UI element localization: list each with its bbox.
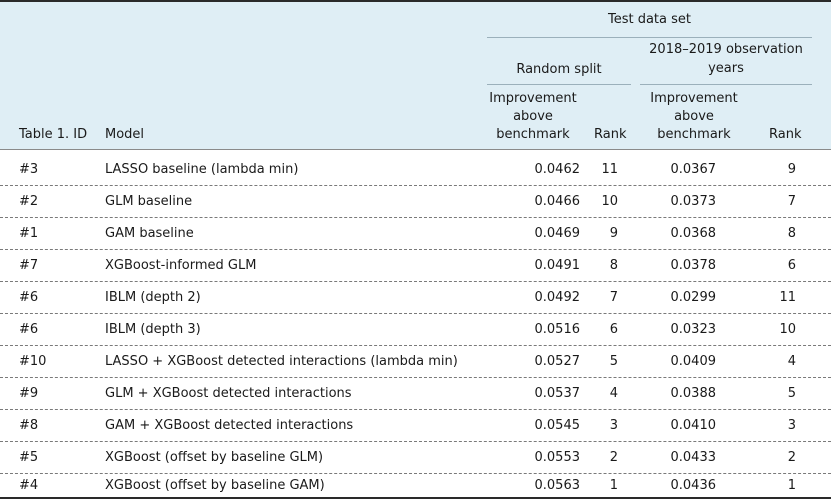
- row-id: #9: [19, 386, 39, 401]
- imp2-header-line1: Improvement: [650, 91, 738, 106]
- random-split-header: Random split: [516, 62, 602, 77]
- row-improvement-random: 0.0553: [534, 450, 581, 465]
- row-id: #8: [19, 418, 39, 433]
- row-rank-random: 3: [609, 418, 618, 433]
- row-improvement-random: 0.0466: [534, 194, 581, 209]
- row-id: #4: [19, 478, 39, 493]
- row-model: XGBoost-informed GLM: [105, 258, 257, 273]
- row-improvement-years: 0.0433: [670, 450, 717, 465]
- row-rank-years: 9: [787, 162, 796, 177]
- table-header: Test data set Random split 2018–2019 obs…: [0, 2, 831, 150]
- row-model: XGBoost (offset by baseline GLM): [105, 450, 324, 465]
- row-improvement-years: 0.0378: [670, 258, 717, 273]
- row-rank-years: 4: [787, 354, 796, 369]
- row-improvement-random: 0.0537: [534, 386, 581, 401]
- row-improvement-years: 0.0368: [670, 226, 717, 241]
- row-id: #3: [19, 162, 39, 177]
- row-rank-random: 1: [609, 478, 618, 493]
- row-rank-years: 11: [779, 290, 796, 305]
- row-rank-random: 10: [601, 194, 618, 209]
- row-improvement-years: 0.0436: [670, 478, 717, 493]
- row-model: IBLM (depth 3): [105, 322, 201, 337]
- row-improvement-years: 0.0410: [670, 418, 717, 433]
- row-improvement-random: 0.0492: [534, 290, 581, 305]
- id-header: Table 1. ID: [19, 127, 88, 142]
- row-improvement-years: 0.0373: [670, 194, 717, 209]
- row-improvement-years: 0.0323: [670, 322, 717, 337]
- table-row: #5 XGBoost (offset by baseline GLM) 0.05…: [0, 442, 831, 474]
- row-improvement-random: 0.0516: [534, 322, 581, 337]
- row-model: LASSO baseline (lambda min): [105, 162, 299, 177]
- row-model: XGBoost (offset by baseline GAM): [105, 478, 325, 493]
- row-rank-random: 8: [609, 258, 618, 273]
- row-improvement-random: 0.0545: [534, 418, 581, 433]
- row-improvement-years: 0.0388: [670, 386, 717, 401]
- row-improvement-years: 0.0299: [670, 290, 717, 305]
- table-row: #9 GLM + XGBoost detected interactions 0…: [0, 378, 831, 410]
- table-row: #7 XGBoost-informed GLM 0.0491 8 0.0378 …: [0, 250, 831, 282]
- model-header: Model: [105, 127, 145, 142]
- table-row: #6 IBLM (depth 2) 0.0492 7 0.0299 11: [0, 282, 831, 314]
- imp1-header-line1: Improvement: [489, 91, 577, 106]
- row-rank-years: 2: [787, 450, 796, 465]
- row-rank-random: 7: [609, 290, 618, 305]
- row-rank-years: 10: [779, 322, 796, 337]
- row-model: GAM + XGBoost detected interactions: [105, 418, 354, 433]
- row-id: #5: [19, 450, 39, 465]
- row-model: LASSO + XGBoost detected interactions (l…: [105, 354, 458, 369]
- table-row: #4 XGBoost (offset by baseline GAM) 0.05…: [0, 474, 831, 499]
- years-rule: [640, 84, 812, 85]
- row-improvement-years: 0.0409: [670, 354, 717, 369]
- row-rank-random: 9: [609, 226, 618, 241]
- table-row: #2 GLM baseline 0.0466 10 0.0373 7: [0, 186, 831, 218]
- table-row: #10 LASSO + XGBoost detected interaction…: [0, 346, 831, 378]
- row-id: #1: [19, 226, 39, 241]
- row-id: #6: [19, 290, 39, 305]
- group-rule: [487, 37, 812, 38]
- row-model: IBLM (depth 2): [105, 290, 201, 305]
- row-model: GLM baseline: [105, 194, 193, 209]
- imp2-header-line2: above: [674, 109, 714, 124]
- row-rank-years: 6: [787, 258, 796, 273]
- row-improvement-random: 0.0563: [534, 478, 581, 493]
- row-rank-years: 7: [787, 194, 796, 209]
- imp2-header-line3: benchmark: [657, 127, 731, 142]
- rank2-header: Rank: [769, 127, 802, 142]
- row-rank-years: 1: [787, 478, 796, 493]
- row-improvement-random: 0.0462: [534, 162, 581, 177]
- row-model: GAM baseline: [105, 226, 194, 241]
- row-improvement-years: 0.0367: [670, 162, 717, 177]
- row-improvement-random: 0.0527: [534, 354, 581, 369]
- row-id: #7: [19, 258, 39, 273]
- table-row: #8 GAM + XGBoost detected interactions 0…: [0, 410, 831, 442]
- years-header-line1: 2018–2019 observation: [649, 42, 803, 57]
- rank1-header: Rank: [594, 127, 627, 142]
- row-rank-years: 5: [787, 386, 796, 401]
- table-row: #6 IBLM (depth 3) 0.0516 6 0.0323 10: [0, 314, 831, 346]
- row-rank-random: 6: [609, 322, 618, 337]
- random-split-rule: [487, 84, 631, 85]
- table-row: #1 GAM baseline 0.0469 9 0.0368 8: [0, 218, 831, 250]
- row-id: #6: [19, 322, 39, 337]
- row-rank-random: 5: [609, 354, 618, 369]
- table-row: #3 LASSO baseline (lambda min) 0.0462 11…: [0, 154, 831, 186]
- row-id: #10: [19, 354, 47, 369]
- row-improvement-random: 0.0469: [534, 226, 581, 241]
- row-rank-random: 2: [609, 450, 618, 465]
- row-rank-random: 11: [601, 162, 618, 177]
- imp1-header-line2: above: [513, 109, 553, 124]
- row-improvement-random: 0.0491: [534, 258, 581, 273]
- row-rank-years: 8: [787, 226, 796, 241]
- row-rank-years: 3: [787, 418, 796, 433]
- group-title: Test data set: [607, 12, 691, 27]
- row-rank-random: 4: [609, 386, 618, 401]
- row-id: #2: [19, 194, 39, 209]
- row-model: GLM + XGBoost detected interactions: [105, 386, 352, 401]
- years-header-line2: years: [708, 61, 744, 76]
- imp1-header-line3: benchmark: [496, 127, 570, 142]
